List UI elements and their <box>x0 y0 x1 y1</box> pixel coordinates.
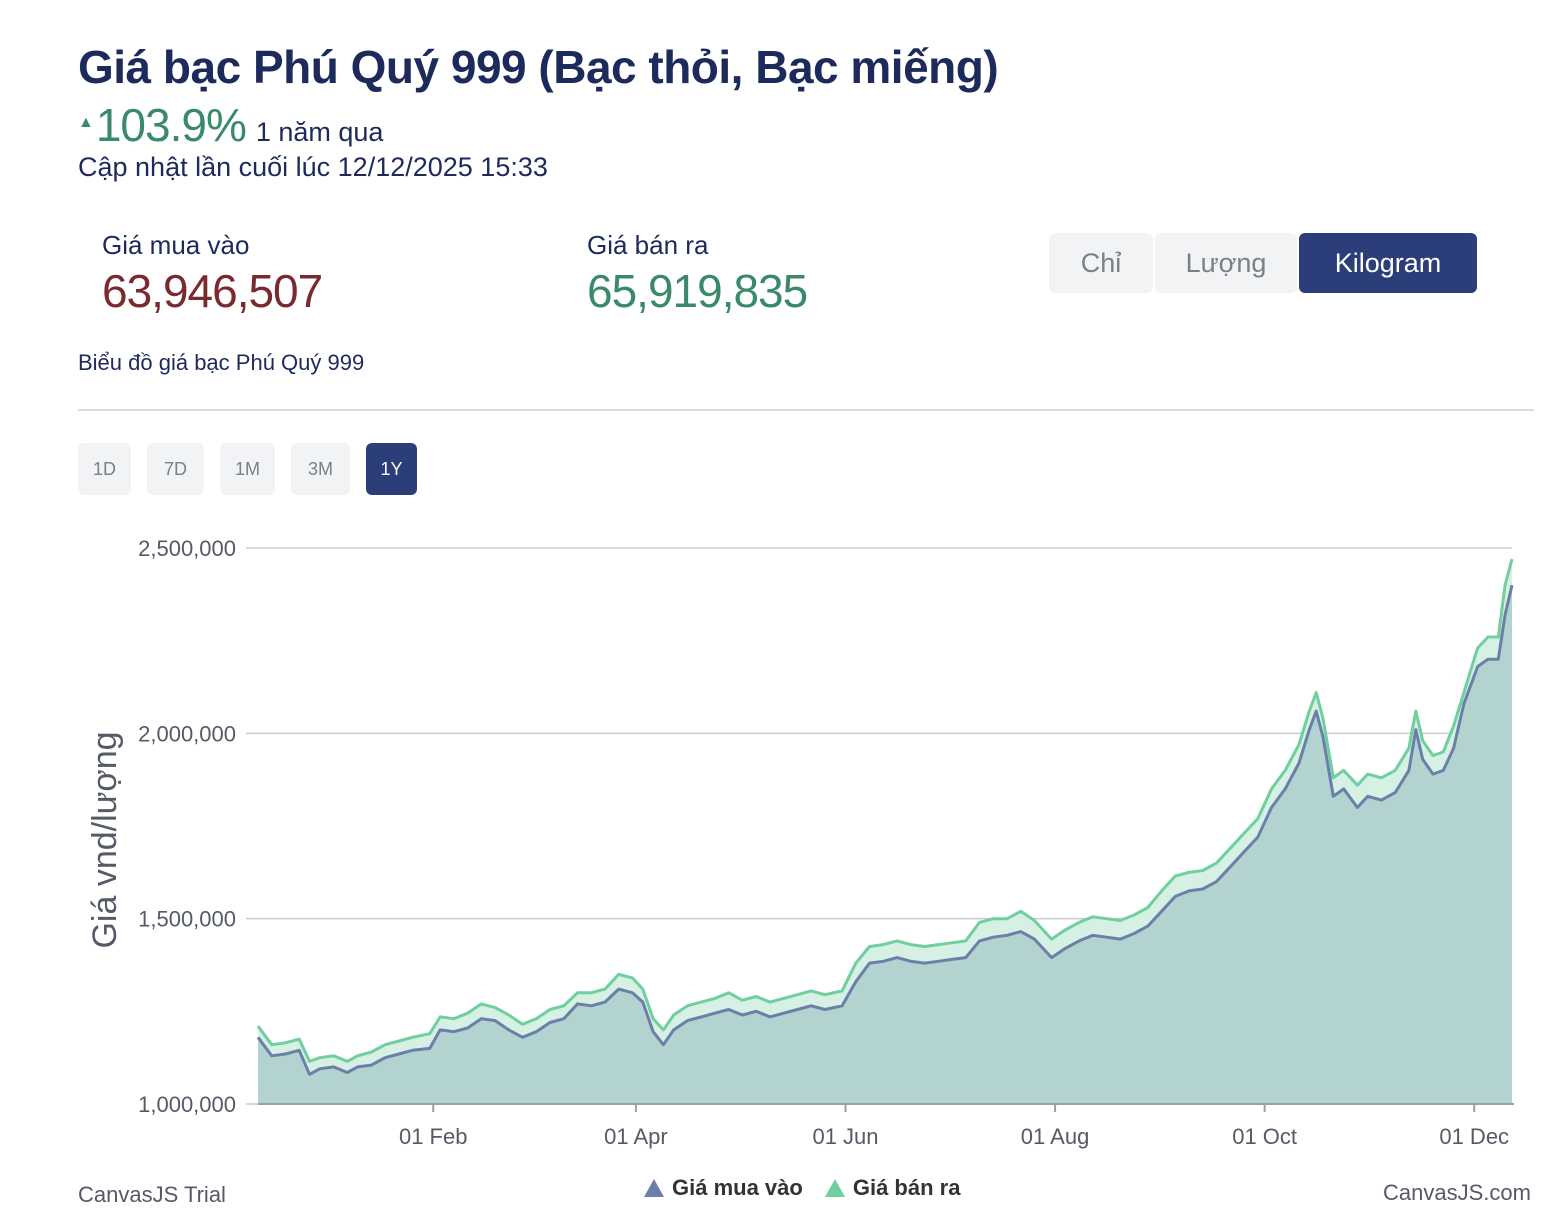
y-tick-label: 2,500,000 <box>138 536 236 561</box>
spread-band <box>258 559 1512 1075</box>
unit-tabs: Chỉ Lượng Kilogram <box>1049 233 1479 293</box>
canvasjs-trial-credit: CanvasJS Trial <box>78 1182 226 1207</box>
range-tab-1d[interactable]: 1D <box>78 443 131 495</box>
legend-item-buy[interactable]: Giá mua vào <box>644 1175 803 1201</box>
range-tabs: 1D 7D 1M 3M 1Y <box>78 443 433 495</box>
last-updated: Cập nhật lần cuối lúc 12/12/2025 15:33 <box>78 152 548 182</box>
legend-buy-label: Giá mua vào <box>672 1175 803 1200</box>
chart-subtitle: Biểu đồ giá bạc Phú Quý 999 <box>78 350 365 375</box>
legend-buy-marker-icon <box>644 1179 664 1197</box>
change-percent: 103.9% <box>95 99 247 151</box>
y-tick-label: 1,000,000 <box>138 1092 236 1117</box>
x-tick-label: 01 Dec <box>1439 1124 1509 1149</box>
up-arrow-icon: ▲ <box>78 114 94 131</box>
change-period: 1 năm qua <box>255 117 384 147</box>
unit-tab-luong[interactable]: Lượng <box>1155 233 1297 293</box>
buy-area-fill <box>258 585 1512 1104</box>
buy-series-line <box>256 584 1514 1076</box>
unit-tab-chi[interactable]: Chỉ <box>1049 233 1153 293</box>
chart-legend: Giá mua vào Giá bán ra <box>644 1175 982 1201</box>
buy-price-label: Giá mua vào <box>102 230 250 260</box>
x-tick-label: 01 Jun <box>812 1124 878 1149</box>
sell-series-line <box>256 558 1514 1063</box>
page-title: Giá bạc Phú Quý 999 (Bạc thỏi, Bạc miếng… <box>78 41 999 93</box>
y-tick-label: 2,000,000 <box>138 721 236 746</box>
sell-price-label: Giá bán ra <box>587 230 709 260</box>
divider <box>78 409 1534 411</box>
x-tick-label: 01 Apr <box>604 1124 668 1149</box>
range-tab-7d[interactable]: 7D <box>147 443 204 495</box>
range-tab-1y[interactable]: 1Y <box>366 443 417 495</box>
x-tick-label: 01 Aug <box>1021 1124 1090 1149</box>
range-tab-3m[interactable]: 3M <box>291 443 350 495</box>
sell-price-value: 65,919,835 <box>587 265 808 317</box>
x-tick-label: 01 Oct <box>1232 1124 1297 1149</box>
legend-sell-marker-icon <box>824 1179 845 1197</box>
buy-price-value: 63,946,507 <box>102 265 323 317</box>
price-change: ▲ 103.9% 1 năm qua <box>78 98 383 152</box>
price-chart: 1,000,000 1,500,000 2,000,000 2,500,000 Giá … <box>86 536 1514 1149</box>
legend-sell-label: Giá bán ra <box>852 1175 961 1200</box>
y-axis-label: Giá vnd/lượng <box>86 731 124 948</box>
canvasjs-link[interactable]: CanvasJS.com <box>1383 1180 1531 1205</box>
x-tick-label: 01 Feb <box>399 1124 468 1149</box>
y-tick-label: 1,500,000 <box>138 907 236 932</box>
legend-item-sell[interactable]: Giá bán ra <box>824 1175 961 1201</box>
range-tab-1m[interactable]: 1M <box>220 443 275 495</box>
unit-tab-kilogram[interactable]: Kilogram <box>1299 233 1477 293</box>
